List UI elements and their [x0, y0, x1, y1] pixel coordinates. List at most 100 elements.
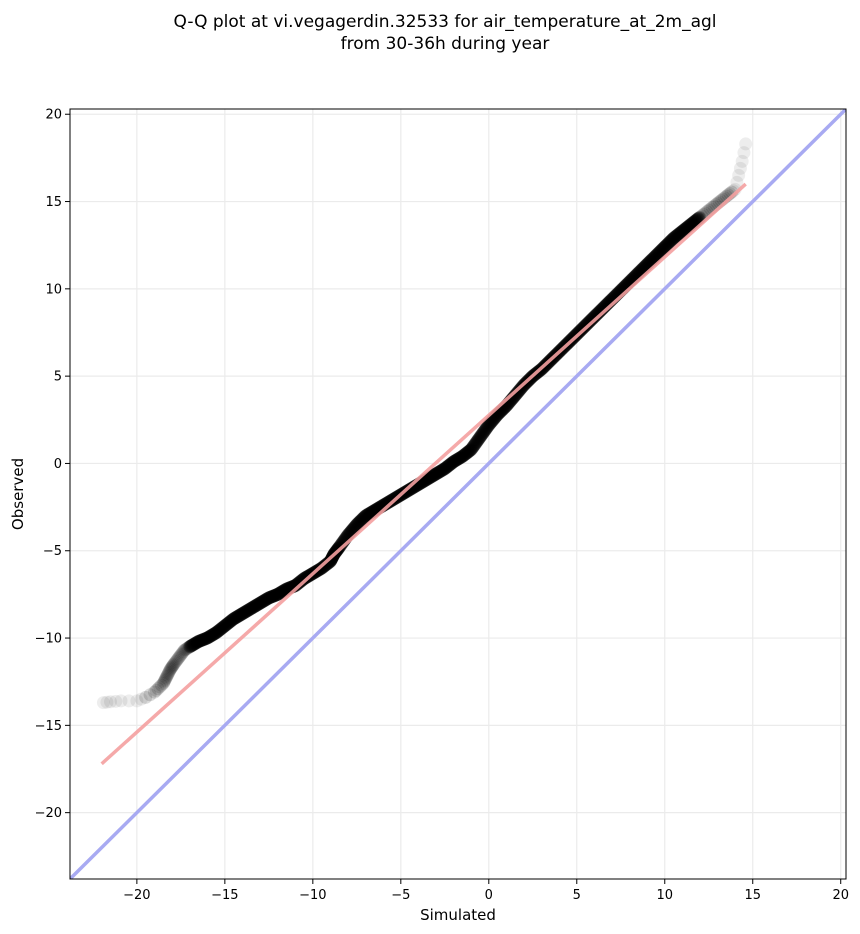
- quantile-point: [190, 636, 204, 650]
- quantile-point: [511, 385, 525, 399]
- quantile-point: [164, 661, 178, 675]
- quantile-point: [580, 317, 594, 331]
- quantile-point: [218, 618, 232, 632]
- quantile-point: [354, 513, 368, 527]
- quantile-point: [292, 576, 306, 590]
- x-tick-label: 20: [832, 888, 849, 903]
- quantile-point: [438, 462, 452, 476]
- quantile-point: [225, 613, 239, 627]
- quantile-point: [425, 470, 439, 484]
- quantile-point: [199, 632, 213, 646]
- quantile-point: [323, 555, 337, 569]
- quantile-point: [644, 254, 658, 268]
- y-tick-label: 0: [54, 457, 62, 472]
- quantile-point: [656, 242, 670, 256]
- quantile-point: [273, 586, 287, 600]
- quantile-point: [217, 620, 231, 634]
- quantile-point: [664, 234, 678, 248]
- quantile-point: [685, 216, 699, 230]
- quantile-point: [443, 458, 457, 472]
- quantile-point: [357, 511, 371, 525]
- quantile-point: [474, 429, 488, 443]
- quantile-point: [581, 316, 595, 330]
- quantile-point: [482, 417, 496, 431]
- x-tick-label: 15: [744, 888, 761, 903]
- quantile-point: [224, 614, 238, 628]
- quantile-point: [200, 631, 214, 645]
- quantile-point: [584, 314, 598, 328]
- quantile-point: [253, 596, 267, 610]
- quantile-point: [469, 436, 483, 450]
- quantile-point: [295, 574, 309, 588]
- quantile-point: [193, 634, 207, 648]
- quantile-point: [430, 466, 444, 480]
- quantile-point: [179, 642, 193, 656]
- quantile-point: [162, 665, 176, 679]
- quantile-point: [228, 611, 242, 625]
- quantile-point: [159, 671, 173, 685]
- quantile-point: [645, 252, 659, 266]
- quantile-point: [454, 451, 468, 465]
- quantile-point: [165, 660, 179, 674]
- quantile-point: [276, 584, 290, 598]
- quantile-point: [460, 446, 474, 460]
- quantile-point: [222, 615, 236, 629]
- quantile-point: [324, 553, 338, 567]
- quantile-point: [236, 606, 250, 620]
- quantile-point: [451, 452, 465, 466]
- quantile-point: [511, 385, 525, 399]
- quantile-point: [229, 610, 243, 624]
- quantile-point: [470, 434, 484, 448]
- quantile-point: [673, 226, 687, 240]
- quantile-point: [363, 506, 377, 520]
- quantile-point: [483, 417, 497, 431]
- quantile-point: [349, 519, 363, 533]
- quantile-point: [332, 540, 346, 554]
- quantile-point: [322, 556, 336, 570]
- quantile-point: [450, 452, 464, 466]
- quantile-point: [450, 453, 464, 467]
- quantile-point: [484, 416, 498, 430]
- quantile-point: [457, 448, 471, 462]
- quantile-point: [735, 154, 749, 168]
- quantile-point: [510, 386, 524, 400]
- quantile-point: [403, 482, 417, 496]
- quantile-point: [423, 470, 437, 484]
- quantile-point: [296, 572, 310, 586]
- quantile-point: [433, 464, 447, 478]
- quantile-point: [275, 585, 289, 599]
- quantile-point: [261, 592, 275, 606]
- quantile-point: [479, 422, 493, 436]
- quantile-point: [583, 314, 597, 328]
- quantile-point: [317, 559, 331, 573]
- quantile-point: [457, 448, 471, 462]
- quantile-point: [509, 387, 523, 401]
- quantile-point: [245, 601, 259, 615]
- quantile-point: [227, 611, 241, 625]
- quantile-point: [480, 421, 494, 435]
- quantile-point: [588, 309, 602, 323]
- quantile-point: [350, 518, 364, 532]
- quantile-point: [463, 443, 477, 457]
- quantile-point: [235, 607, 249, 621]
- quantile-point: [447, 455, 461, 469]
- grid-lines: [70, 109, 846, 879]
- quantile-point: [382, 495, 396, 509]
- quantile-point: [441, 459, 455, 473]
- quantile-point: [353, 514, 367, 528]
- quantile-point: [361, 507, 375, 521]
- quantile-point: [460, 445, 474, 459]
- quantile-point: [668, 230, 682, 244]
- quantile-point: [225, 613, 239, 627]
- quantile-point: [440, 460, 454, 474]
- quantile-point: [684, 217, 698, 231]
- quantile-point: [687, 215, 701, 229]
- quantile-point: [257, 594, 271, 608]
- quantile-point: [193, 634, 207, 648]
- quantile-point: [586, 311, 600, 325]
- quantile-point: [445, 456, 459, 470]
- quantile-point: [256, 595, 270, 609]
- quantile-point: [168, 656, 182, 670]
- quantile-point: [685, 217, 699, 231]
- quantile-point: [158, 672, 172, 686]
